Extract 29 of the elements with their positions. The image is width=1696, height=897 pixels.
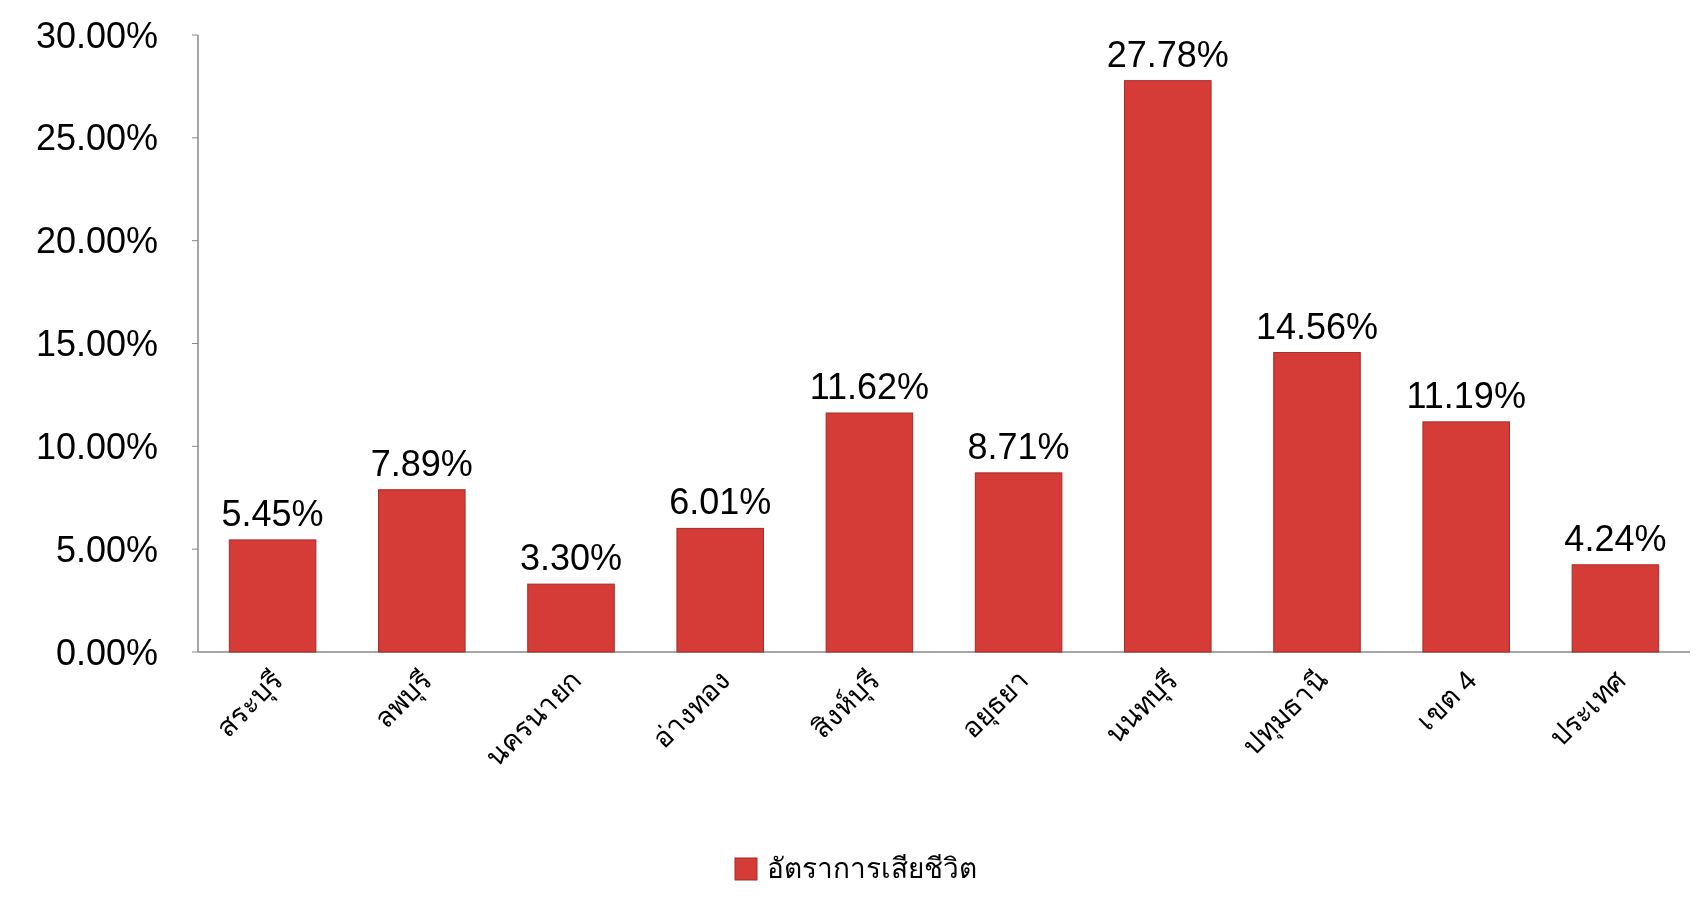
data-label: 11.19% (1406, 374, 1526, 416)
bar (1571, 564, 1660, 653)
bar (1273, 352, 1361, 653)
bar (378, 489, 466, 653)
y-tick-label: 0.00% (55, 631, 158, 673)
bar (1124, 80, 1212, 653)
legend: อัตราการเสียชีวิต (734, 853, 977, 884)
data-label: 3.30% (519, 537, 623, 579)
data-label: 8.71% (967, 425, 1070, 467)
data-label: 4.24% (1564, 517, 1667, 559)
bar (1422, 421, 1510, 653)
x-tick-label: เขต 4 (1410, 664, 1483, 736)
bar (825, 412, 914, 653)
y-tick-label: 5.00% (55, 528, 158, 570)
y-tick-label: 15.00% (35, 323, 158, 364)
data-label: 27.78% (1106, 33, 1229, 75)
data-label: 14.56% (1255, 305, 1379, 347)
data-label: 5.45% (221, 492, 324, 534)
bar (974, 472, 1063, 653)
data-label: 7.89% (370, 442, 473, 484)
y-tick-label: 30.00% (35, 14, 158, 56)
y-tick-label: 10.00% (35, 425, 158, 467)
bar (676, 527, 764, 653)
data-label: 11.62% (809, 366, 930, 408)
y-tick-label: 20.00% (35, 220, 158, 262)
bar (527, 583, 615, 653)
data-label: 6.01% (669, 481, 772, 523)
bar (228, 539, 317, 653)
y-tick-label: 25.00% (35, 117, 158, 159)
